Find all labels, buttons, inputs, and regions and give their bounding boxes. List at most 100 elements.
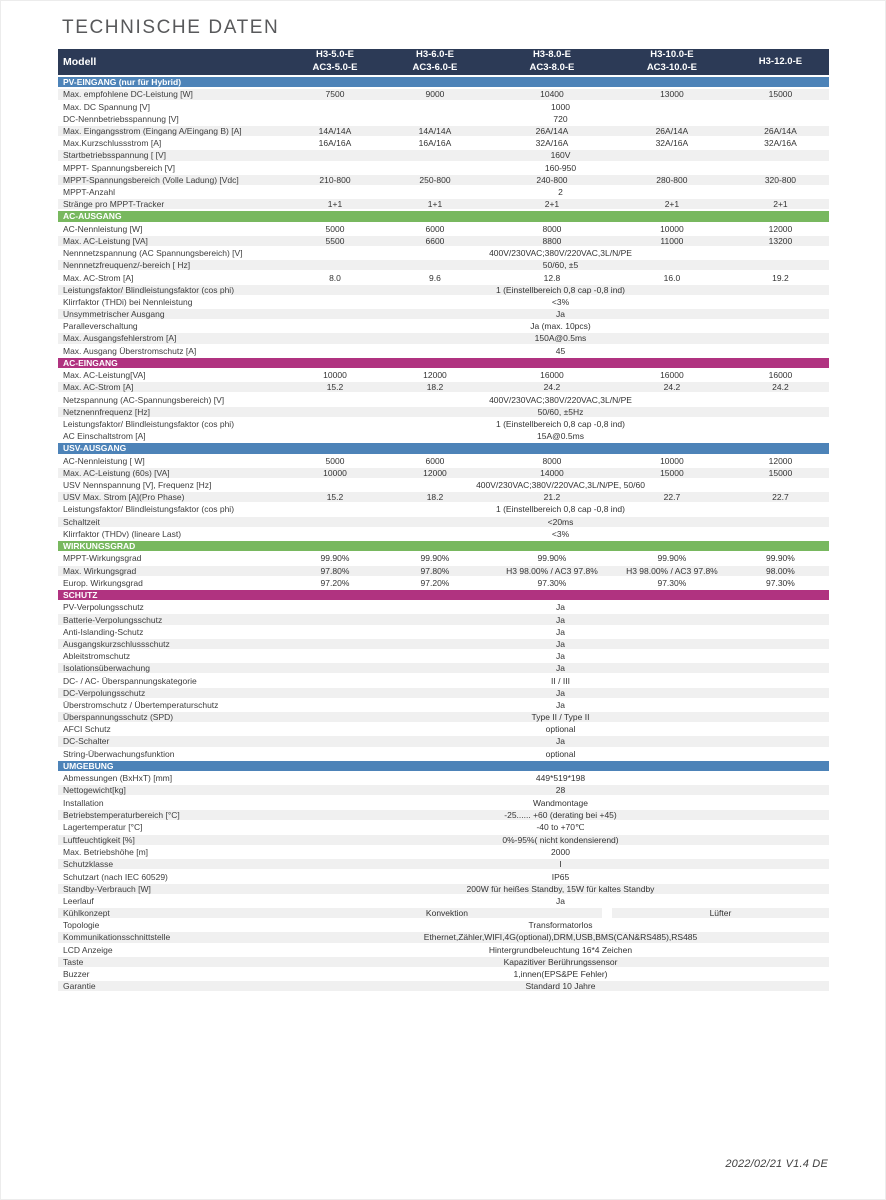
spec-merged-value: Ja [292, 626, 829, 639]
model-header-label: Modell [58, 49, 292, 77]
spec-row: Startbetriebsspannung [ [V] 160V [58, 150, 829, 163]
spec-cell-value: 26A/14A [611, 125, 732, 139]
spec-row: DC-Nennbetriebsspannung [V] 720 [58, 113, 829, 126]
spec-row: Max. AC-Strom [A] 8.0 9.6 12.8 16.0 19.2 [58, 272, 829, 285]
spec-cell-value: 5000 [292, 455, 378, 468]
spec-cell-value: 16A/16A [292, 138, 378, 151]
spec-row-label: AC Einschaltstrom [A] [58, 431, 292, 444]
spec-row: Stränge pro MPPT-Tracker 1+1 1+1 2+1 2+1 2+1 [58, 199, 829, 212]
spec-row: DC- / AC- Überspannungskategorie II / III [58, 675, 829, 688]
section-header-label: AC-EINGANG [58, 357, 829, 371]
spec-row: Leistungsfaktor/ Blindleistungsfaktor (c… [58, 418, 829, 432]
spec-row-label: AC-Nennleistung [ W] [58, 455, 292, 468]
spec-row: Nettogewicht[kg] 28 [58, 785, 829, 798]
spec-merged-value: Wandmontage [292, 797, 829, 810]
spec-row: Überstromschutz / Übertemperaturschutz Ja [58, 699, 829, 712]
spec-row-label: Max. Ausgangsfehlerstrom [A] [58, 333, 292, 346]
spec-row-label: Max. Wirkungsgrad [58, 565, 292, 578]
spec-row-label: Max. Ausgang Überstromschutz [A] [58, 345, 292, 358]
spec-cell-value: 12000 [377, 467, 492, 480]
spec-row-label: Überstromschutz / Übertemperaturschutz [58, 699, 292, 712]
spec-row-label: MPPT-Wirkungsgrad [58, 553, 292, 566]
spec-merged-value: 1,innen(EPS&PE Fehler) [292, 968, 829, 982]
spec-merged-value: 400V/230VAC;380V/220VAC,3L/N/PE, 50/60 [292, 480, 829, 493]
spec-cell-value: 97.20% [377, 577, 492, 590]
spec-merged-value: Ja [292, 602, 829, 615]
spec-row: Europ. Wirkungsgrad 97.20% 97.20% 97.30% 97.… [58, 577, 829, 590]
spec-cell-value: 24.2 [491, 382, 612, 395]
spec-merged-value: Ethernet,Zähler,WIFI,4G(optional),DRM,US… [292, 932, 829, 945]
spec-cell-value: 10000 [292, 370, 378, 383]
spec-row-label: Leistungsfaktor/ Blindleistungsfaktor (c… [58, 504, 292, 517]
spec-row: AC Einschaltstrom [A] 15A@0.5ms [58, 431, 829, 444]
spec-cell-value: 32A/16A [731, 138, 829, 151]
section-header-label: UMGEBUNG [58, 760, 829, 774]
section-header-label: WIRKUNGSGRAD [58, 540, 829, 554]
spec-row: AC-Nennleistung [ W] 5000 6000 8000 10000 120… [58, 455, 829, 468]
section-header-row: WIRKUNGSGRAD [58, 540, 829, 554]
spec-merged-value: 160-950 [292, 162, 829, 175]
spec-merged-value: Ja [292, 663, 829, 676]
spec-row-label: DC-Nennbetriebsspannung [V] [58, 113, 292, 126]
section-header-row: SCHUTZ [58, 589, 829, 603]
spec-row-label: Taste [58, 956, 292, 969]
spec-row: Buzzer 1,innen(EPS&PE Fehler) [58, 968, 829, 982]
spec-row: Schutzklasse I [58, 859, 829, 872]
spec-merged-value: Standard 10 Jahre [292, 981, 829, 994]
spec-cell-value: 99.90% [292, 553, 378, 566]
spec-row-label: Netznennfrequenz [Hz] [58, 406, 292, 419]
spec-cell-value: H3 98.00% / AC3 97.8% [611, 565, 732, 578]
spec-cell-value: 15000 [731, 467, 829, 480]
spec-row-label: PV-Verpolungsschutz [58, 602, 292, 615]
spec-merged-value: Ja [292, 651, 829, 664]
spec-row: Max. Betriebshöhe [m] 2000 [58, 847, 829, 860]
spec-cell-value: 13000 [611, 89, 732, 102]
spec-cell-value: 26A/14A [731, 125, 829, 139]
spec-merged-value: 449*519*198 [292, 773, 829, 786]
spec-merged-value: 50/60, ±5Hz [292, 406, 829, 419]
spec-split-value: Lüfter [611, 907, 829, 921]
spec-cell-value: 16000 [731, 370, 829, 383]
spec-row: Anti-Islanding-Schutz Ja [58, 626, 829, 639]
spec-cell-value: 10000 [292, 467, 378, 480]
spec-cell-value: 16000 [491, 370, 612, 383]
spec-row-label: Netzspannung (AC-Spannungsbereich) [V] [58, 394, 292, 407]
spec-row-label: Garantie [58, 981, 292, 994]
spec-cell-value: 18.2 [377, 382, 492, 395]
spec-row-label: MPPT-Spannungsbereich (Volle Ladung) [Vd… [58, 174, 292, 187]
spec-row-label: Max. AC-Strom [A] [58, 382, 292, 395]
spec-merged-value: Ja [292, 895, 829, 908]
spec-cell-value: 97.30% [491, 577, 612, 590]
spec-cell-value: 98.00% [731, 565, 829, 578]
spec-row: AFCI Schutz optional [58, 724, 829, 737]
spec-row-label: USV Max. Strom [A](Pro Phase) [58, 492, 292, 505]
spec-cell-value: 18.2 [377, 492, 492, 505]
spec-table: Modell H3-5.0-E AC3-5.0-E H3-6.0-E AC3-6.0-… [58, 49, 829, 994]
spec-row-label: Startbetriebsspannung [ [V] [58, 150, 292, 163]
spec-merged-value: 50/60, ±5 [292, 260, 829, 273]
spec-row-label: Kühlkonzept [58, 907, 292, 921]
spec-row-label: Isolationsüberwachung [58, 663, 292, 676]
spec-row: Ausgangskurzschlussschutz Ja [58, 638, 829, 652]
spec-cell-value: 7500 [292, 89, 378, 102]
spec-row: Netzspannung (AC-Spannungsbereich) [V] 40… [58, 394, 829, 407]
spec-cell-value: 16A/16A [377, 138, 492, 151]
spec-row: DC-Schalter Ja [58, 736, 829, 749]
spec-row: Nennnetzspannung (AC Spannungsbereich) [… [58, 248, 829, 261]
spec-row: USV Max. Strom [A](Pro Phase) 15.2 18.2 21.… [58, 492, 829, 505]
spec-cell-value: 97.80% [377, 565, 492, 578]
spec-cell-value: 2+1 [611, 199, 732, 212]
spec-merged-value: 400V/230VAC;380V/220VAC,3L/N/PE [292, 248, 829, 261]
spec-merged-value: 0%-95%( nicht kondensierend) [292, 834, 829, 848]
spec-row-label: Paralleverschaltung [58, 321, 292, 334]
spec-merged-value: Ja [292, 687, 829, 700]
spec-merged-value: -25...... +60 (derating bei +45) [292, 809, 829, 822]
spec-row: Unsymmetrischer Ausgang Ja [58, 308, 829, 322]
spec-row-label: Max. AC-Leistung [VA] [58, 235, 292, 249]
spec-cell-value: 22.7 [731, 492, 829, 505]
spec-cell-value: 24.2 [611, 382, 732, 395]
spec-row: Garantie Standard 10 Jahre [58, 981, 829, 994]
spec-row-label: Standby-Verbrauch [W] [58, 883, 292, 896]
spec-row: PV-Verpolungsschutz Ja [58, 602, 829, 615]
spec-row: Kommunikationsschnittstelle Ethernet,Zähl… [58, 932, 829, 945]
